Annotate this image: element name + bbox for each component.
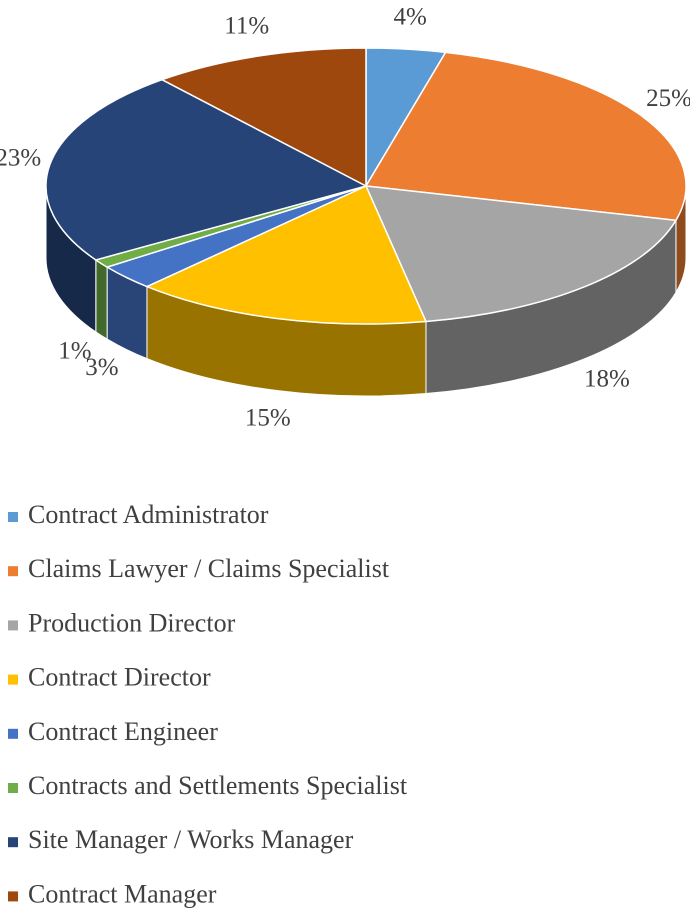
legend-swatch [8, 566, 18, 577]
data-label: 15% [245, 404, 291, 431]
data-label: 1% [58, 337, 91, 364]
legend-swatch [8, 674, 18, 685]
pie-slice [145, 185, 428, 325]
legend-swatch [8, 620, 18, 631]
data-label: 25% [646, 85, 690, 112]
legend-label: Contract Administrator [28, 500, 269, 529]
legend-swatch [8, 783, 18, 793]
legend-swatch [8, 728, 18, 739]
legend-swatch [8, 512, 18, 522]
pie-slice [364, 51, 687, 222]
pie-side [95, 258, 108, 340]
legend-label: Claims Lawyer / Claims Specialist [28, 554, 390, 583]
legend-label: Contract Director [28, 663, 211, 692]
legend-label: Contract Engineer [28, 717, 218, 746]
legend-label: Site Manager / Works Manager [28, 825, 354, 854]
legend-swatch [8, 891, 18, 902]
legend-label: Contracts and Settlements Specialist [28, 771, 408, 800]
data-label: 11% [224, 12, 269, 39]
data-label: 18% [584, 365, 630, 392]
legend-label: Production Director [28, 608, 236, 637]
pie-slice [45, 78, 369, 261]
pie-slice [364, 185, 678, 323]
data-label: 3% [85, 354, 118, 381]
legend-swatch [8, 837, 18, 848]
pie-slice [160, 47, 367, 188]
data-label: 4% [393, 4, 426, 31]
data-label: 23% [0, 144, 41, 171]
legend-label: Contract Manager [28, 879, 217, 908]
